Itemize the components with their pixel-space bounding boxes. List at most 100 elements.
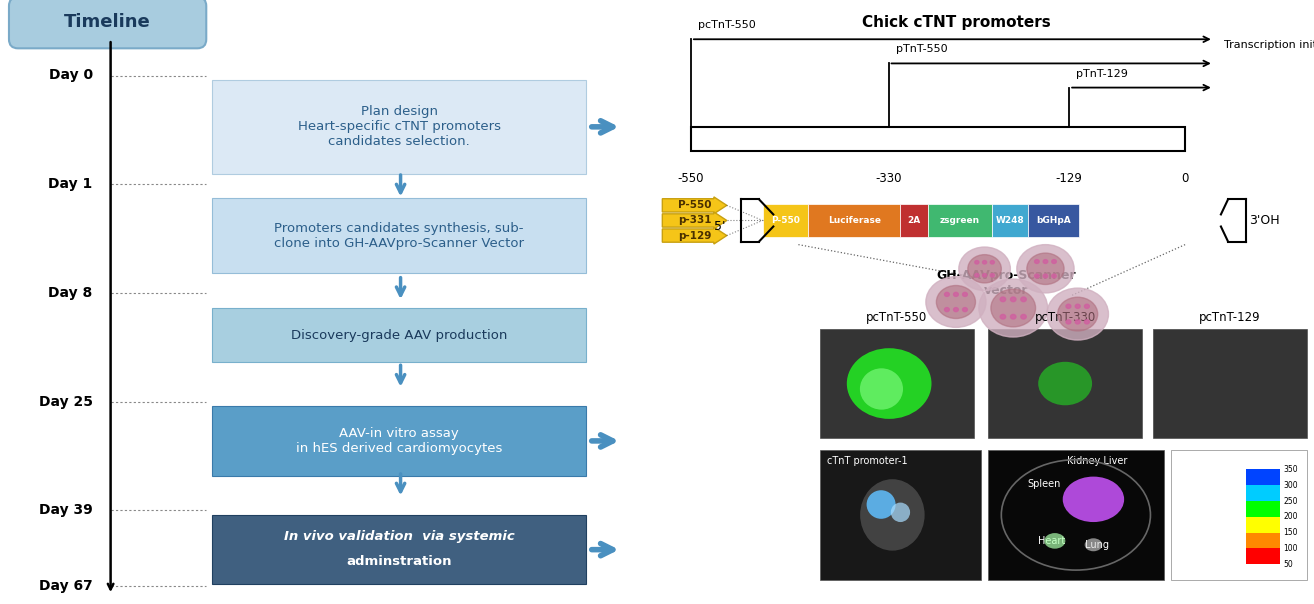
Circle shape — [945, 307, 949, 312]
Circle shape — [991, 289, 1035, 327]
Text: zsgreen: zsgreen — [940, 216, 980, 225]
Circle shape — [1010, 297, 1016, 301]
Text: Day 1: Day 1 — [49, 177, 93, 191]
Text: Day 67: Day 67 — [39, 579, 93, 593]
Bar — [1246, 485, 1280, 501]
Circle shape — [968, 255, 1001, 283]
Text: Day 25: Day 25 — [38, 394, 93, 409]
Bar — [988, 450, 1164, 580]
Text: 350: 350 — [1284, 465, 1298, 474]
Text: Timeline: Timeline — [64, 13, 151, 31]
FancyBboxPatch shape — [9, 0, 206, 48]
Ellipse shape — [1063, 477, 1125, 522]
Ellipse shape — [861, 479, 925, 551]
Circle shape — [1075, 320, 1080, 324]
Text: pcTnT-550: pcTnT-550 — [866, 311, 928, 324]
Text: pcTnT-550: pcTnT-550 — [698, 20, 756, 30]
Circle shape — [937, 286, 975, 318]
Text: bGHpA: bGHpA — [1037, 216, 1071, 225]
Circle shape — [991, 274, 995, 277]
Bar — [820, 329, 974, 438]
Circle shape — [963, 292, 967, 297]
Bar — [988, 329, 1142, 438]
Circle shape — [1021, 297, 1026, 301]
Bar — [820, 329, 974, 438]
Bar — [1246, 533, 1280, 548]
Circle shape — [1084, 304, 1089, 309]
Text: 300: 300 — [1284, 481, 1298, 490]
Circle shape — [1021, 315, 1026, 319]
Text: AAV-in vitro assay
in hES derived cardiomyocytes: AAV-in vitro assay in hES derived cardio… — [296, 427, 502, 455]
Bar — [900, 204, 928, 237]
Ellipse shape — [867, 490, 896, 519]
Bar — [213, 80, 586, 174]
Text: Transcription initiation: Transcription initiation — [1225, 40, 1314, 50]
FancyArrow shape — [662, 227, 727, 244]
Bar — [213, 406, 586, 476]
Text: -330: -330 — [875, 172, 901, 185]
Ellipse shape — [859, 368, 903, 410]
Circle shape — [1000, 297, 1005, 301]
Text: cTnT promoter-1: cTnT promoter-1 — [827, 456, 908, 466]
Text: GH-AAVpro-Scanner
vector: GH-AAVpro-Scanner vector — [937, 269, 1076, 297]
Text: 150: 150 — [1284, 528, 1298, 537]
Bar — [1171, 450, 1307, 580]
Circle shape — [1051, 274, 1056, 278]
Bar — [1246, 469, 1280, 485]
Circle shape — [1026, 253, 1064, 284]
Bar — [992, 204, 1029, 237]
Circle shape — [1066, 320, 1071, 324]
Circle shape — [1058, 297, 1097, 331]
Circle shape — [1043, 274, 1047, 278]
Circle shape — [954, 307, 958, 312]
Circle shape — [954, 292, 958, 297]
Bar — [213, 308, 586, 362]
Circle shape — [1000, 315, 1005, 319]
Text: pTnT-550: pTnT-550 — [896, 44, 947, 54]
Bar — [1152, 329, 1307, 438]
Circle shape — [1047, 288, 1109, 340]
Circle shape — [1075, 304, 1080, 309]
Text: 50: 50 — [1284, 560, 1293, 569]
Bar — [1246, 548, 1280, 564]
Text: -550: -550 — [678, 172, 704, 185]
Text: Lung: Lung — [1085, 540, 1109, 550]
Circle shape — [926, 277, 986, 327]
Ellipse shape — [1084, 538, 1102, 551]
Bar — [988, 329, 1142, 438]
Text: 3'OH: 3'OH — [1250, 214, 1280, 227]
Bar — [213, 198, 586, 273]
Ellipse shape — [891, 503, 911, 522]
FancyArrow shape — [662, 197, 727, 214]
Bar — [1029, 204, 1079, 237]
Circle shape — [991, 260, 995, 264]
Circle shape — [1043, 260, 1047, 263]
Text: adminstration: adminstration — [347, 555, 452, 568]
Bar — [691, 127, 1185, 151]
Circle shape — [959, 247, 1010, 291]
Circle shape — [963, 307, 967, 312]
Text: Heart: Heart — [1038, 536, 1064, 546]
Text: Day 8: Day 8 — [49, 286, 93, 300]
Text: pcTnT-129: pcTnT-129 — [1200, 311, 1260, 324]
Bar — [1246, 517, 1280, 533]
Bar — [1246, 501, 1280, 517]
Text: pcTnT-330: pcTnT-330 — [1034, 311, 1096, 324]
Text: W248: W248 — [996, 216, 1025, 225]
Circle shape — [983, 260, 987, 264]
Circle shape — [975, 274, 979, 277]
Text: 250: 250 — [1284, 496, 1298, 506]
Bar — [928, 204, 992, 237]
Text: Chick cTNT promoters: Chick cTNT promoters — [862, 15, 1050, 30]
Text: 100: 100 — [1284, 544, 1298, 553]
Circle shape — [1010, 315, 1016, 319]
Text: Plan design
Heart-specific cTNT promoters
candidates selection.: Plan design Heart-specific cTNT promoter… — [297, 105, 501, 149]
Circle shape — [1051, 260, 1056, 263]
Text: -129: -129 — [1055, 172, 1083, 185]
Circle shape — [1066, 304, 1071, 309]
Ellipse shape — [1045, 533, 1066, 548]
Text: 2A: 2A — [907, 216, 920, 225]
Text: 0: 0 — [1181, 172, 1189, 185]
Circle shape — [945, 292, 949, 297]
Circle shape — [1034, 260, 1039, 263]
